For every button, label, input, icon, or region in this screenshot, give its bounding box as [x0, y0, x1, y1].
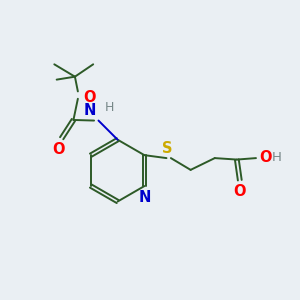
Text: H: H — [105, 101, 114, 114]
Text: O: O — [260, 150, 272, 165]
Text: S: S — [162, 141, 173, 156]
Text: N: N — [84, 103, 96, 118]
Text: O: O — [233, 184, 246, 199]
Text: O: O — [52, 142, 65, 157]
Text: H: H — [272, 151, 282, 164]
Text: N: N — [139, 190, 151, 206]
Text: O: O — [83, 89, 96, 104]
